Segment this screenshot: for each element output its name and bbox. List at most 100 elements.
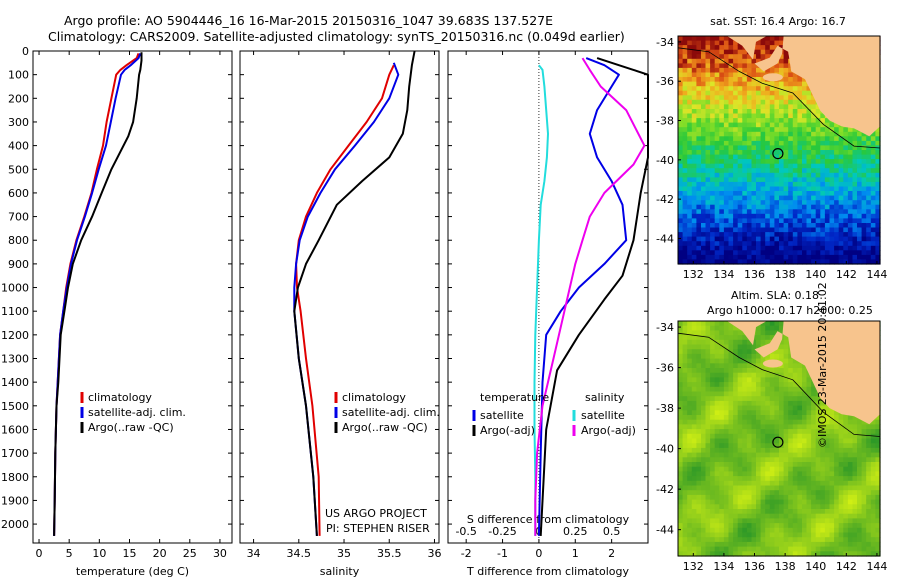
map-cell [737, 259, 743, 265]
map-cell [733, 259, 739, 265]
map-cell [774, 232, 780, 238]
map-cell [719, 49, 725, 55]
map-cell [719, 457, 725, 463]
map-cell [861, 509, 867, 515]
map-cell [829, 159, 835, 165]
map-cell [857, 490, 863, 496]
map-cell [756, 122, 762, 128]
map-cell [760, 410, 766, 416]
map-cell [710, 63, 716, 69]
map-cell [824, 541, 831, 548]
map-cell [834, 532, 840, 538]
map-cell [705, 241, 711, 247]
map-cell [737, 145, 743, 151]
map-cell [802, 186, 808, 192]
map-cell [783, 177, 789, 183]
map-cell [682, 485, 688, 491]
map-cell [710, 532, 716, 538]
map-cell [728, 236, 734, 242]
map-cell [723, 443, 730, 449]
map-cell [751, 546, 757, 552]
map-cell [737, 382, 743, 388]
map-cell [783, 504, 789, 510]
map-cell [751, 349, 757, 355]
map-cell [838, 537, 844, 543]
map-cell [792, 131, 798, 137]
map-cell [857, 236, 863, 242]
map-cell [696, 140, 702, 147]
map-cell [756, 419, 762, 425]
map-cell [824, 518, 831, 524]
map-cell [714, 177, 720, 183]
map-cell [788, 410, 794, 416]
map-cell [815, 424, 821, 430]
map-cell [723, 109, 730, 115]
map-cell [788, 227, 794, 233]
map-cell [834, 236, 840, 242]
map-cell [765, 254, 771, 261]
map-cell [733, 471, 739, 477]
map-cell [756, 494, 762, 501]
map-cell [774, 213, 780, 219]
map-cell [696, 99, 702, 105]
map-cell [792, 462, 798, 468]
map-cell [783, 113, 789, 119]
map-cell [769, 391, 775, 397]
map-cell [760, 480, 766, 487]
map-cell [769, 424, 775, 430]
map-cell [760, 335, 766, 341]
x-tick-label: 15 [122, 547, 136, 560]
map-cell [765, 485, 771, 491]
map-cell [866, 223, 872, 229]
map-cell [797, 372, 803, 378]
map-cell [806, 476, 812, 482]
map-cell [838, 172, 844, 178]
map-cell [723, 127, 730, 133]
map-cell [696, 36, 702, 42]
map-cell [783, 429, 789, 435]
map-cell [751, 254, 757, 261]
map-cell [723, 471, 730, 477]
map-cell [733, 391, 739, 397]
map-cell [682, 204, 688, 210]
map-cell [746, 466, 753, 472]
map-cell [811, 104, 817, 110]
map-cell [779, 353, 785, 360]
map-cell [792, 532, 798, 538]
map-cell [783, 532, 789, 538]
map-cell [751, 136, 757, 142]
map-cell [728, 104, 734, 110]
map-y-tick-label: -44 [656, 232, 674, 245]
map-cell [733, 523, 739, 529]
map-cell [779, 67, 785, 74]
map-cell [733, 127, 739, 133]
map-cell [797, 466, 803, 472]
map-cell [682, 40, 688, 46]
map-cell [705, 232, 711, 238]
map-cell [861, 429, 867, 435]
map-cell [838, 485, 844, 491]
map-cell [728, 168, 734, 174]
map-cell [723, 504, 730, 510]
map-cell [824, 241, 831, 247]
map-cell [737, 90, 743, 96]
map-cell [792, 396, 798, 402]
map-cell [742, 118, 748, 124]
map-cell [815, 241, 821, 247]
map-cell [857, 509, 863, 515]
map-cell [733, 466, 739, 472]
map-cell [857, 546, 863, 552]
map-cell [751, 400, 757, 407]
map-cell [843, 494, 849, 501]
map-cell [820, 429, 826, 435]
map-cell [870, 163, 876, 169]
map-cell [857, 154, 863, 160]
map-cell [746, 419, 753, 425]
map-cell [769, 382, 775, 388]
map-cell [806, 382, 812, 388]
map-cell [705, 433, 711, 440]
map-cell [760, 154, 766, 160]
map-cell [723, 45, 730, 51]
map-cell [710, 236, 716, 242]
map-cell [792, 181, 798, 188]
